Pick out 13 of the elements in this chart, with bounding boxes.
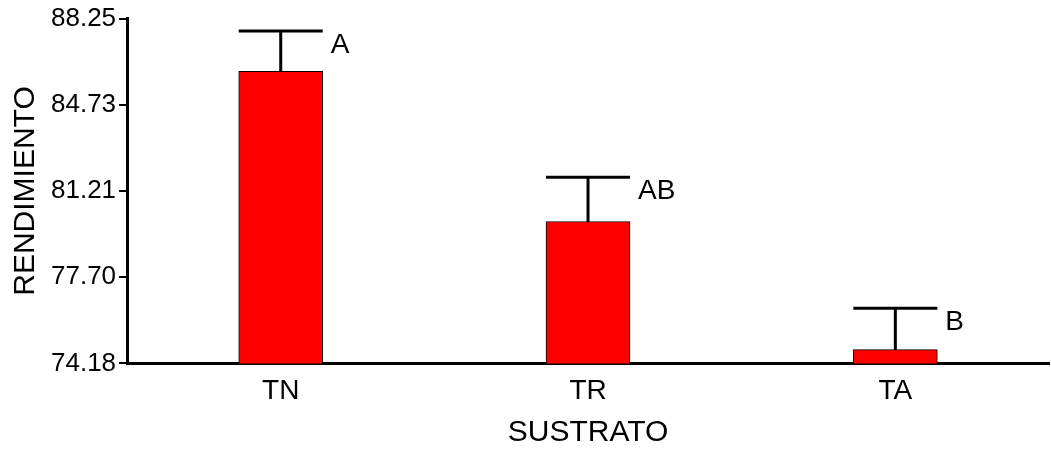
y-tick-label: 81.21 <box>50 174 117 205</box>
y-tick-label: 77.70 <box>50 260 117 291</box>
y-axis-title: RENDIMIENTO <box>7 86 41 296</box>
x-tick-label: TR <box>569 373 607 405</box>
annotation: A <box>330 27 350 59</box>
x-tick-label: TA <box>878 373 913 405</box>
x-tick-label: TN <box>262 373 300 405</box>
x-axis-title: SUSTRATO <box>507 414 669 448</box>
annotation: B <box>945 304 965 336</box>
y-tick-label: 88.25 <box>50 1 117 32</box>
annotation: AB <box>638 173 676 205</box>
y-tick-label: 74.18 <box>50 346 117 377</box>
y-tick-label: 84.73 <box>50 88 117 119</box>
